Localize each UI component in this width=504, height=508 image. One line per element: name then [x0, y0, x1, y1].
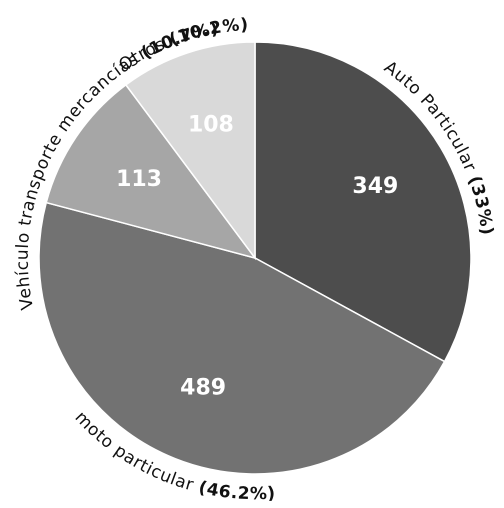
slice-value-otros: 108 [188, 113, 234, 138]
slice-value-vehiculo-transporte-mercancias: 113 [116, 167, 162, 192]
pie-slice-auto-particular [254, 41, 472, 363]
slice-value-labels: 349 489 113 108 [116, 113, 398, 401]
pie-slices [38, 41, 472, 475]
pie-slice-moto-particular [38, 201, 446, 475]
slice-value-moto-particular: 489 [180, 376, 226, 401]
pie-slice-otros [124, 41, 256, 261]
slice-value-auto-particular: 349 [352, 174, 398, 199]
pie-slice-vehiculo-transporte-mercancias [45, 83, 257, 260]
slice-label-percent-moto-particular: (46.2%) [197, 478, 277, 505]
